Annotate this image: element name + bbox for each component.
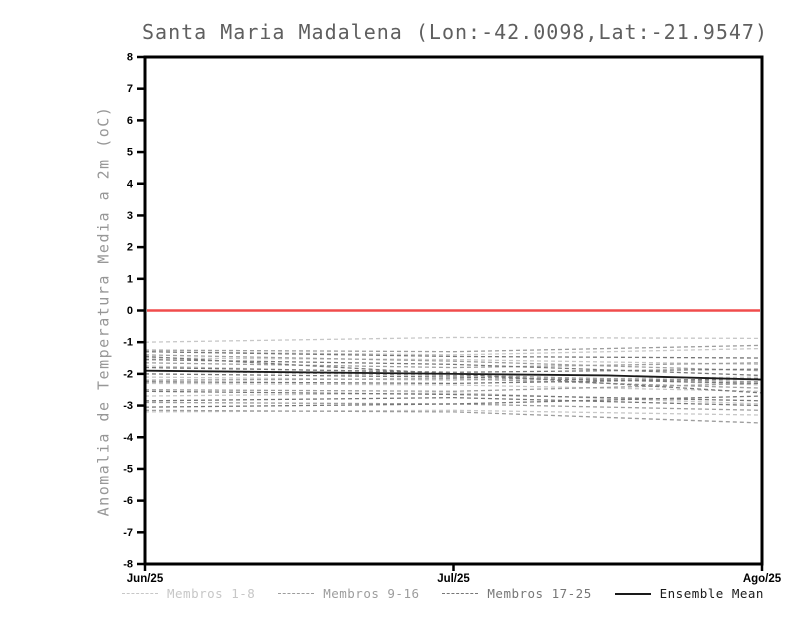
y-axis-tick-label: -4 <box>123 432 134 444</box>
x-axis-tick-label: Ago/25 <box>743 573 782 585</box>
y-axis-tick-label: 1 <box>127 273 133 285</box>
chart-legend: Membros 1-8 Membros 9-16 Membros 17-25 E… <box>122 586 764 601</box>
y-axis-tick-label: 2 <box>127 242 133 254</box>
ensemble-member-line <box>144 336 763 343</box>
y-axis-tick-label: 5 <box>127 147 133 159</box>
ensemble-member-line <box>144 382 763 392</box>
axes-frame <box>143 55 764 566</box>
ensemble-member-line <box>144 357 763 366</box>
ensemble-member-line <box>144 392 763 405</box>
ensemble-member-line <box>144 396 763 407</box>
y-axis-tick-label: -3 <box>123 400 133 412</box>
y-axis-tick-label: 0 <box>127 305 133 317</box>
y-axis-tick-label: 8 <box>127 52 133 64</box>
ensemble-mean-line-sample <box>614 592 651 595</box>
y-axis-tick-label: 6 <box>127 115 133 127</box>
y-axis-tick-label: -7 <box>123 527 133 539</box>
y-axis-tick-label: -6 <box>123 495 133 507</box>
ensemble-member-line <box>144 358 763 377</box>
membros-17-25-line-sample <box>442 593 479 594</box>
x-axis-tick-label: Jul/25 <box>437 573 470 585</box>
ensemble-member-line <box>144 351 763 359</box>
ensemble-member-line <box>144 382 763 392</box>
membros-9-16-line-sample <box>278 593 315 594</box>
ensemble-member-line <box>144 373 763 385</box>
y-axis-tick-label: 4 <box>127 178 134 190</box>
y-axis-tick-label: 3 <box>127 210 133 222</box>
legend-label: Membros 17-25 <box>487 586 592 601</box>
ensemble-member-line <box>144 395 763 408</box>
y-axis-tick-label: -2 <box>123 368 133 380</box>
ensemble-member-line <box>144 377 763 385</box>
y-axis-tick-label: -8 <box>123 559 133 571</box>
ensemble-member-line <box>144 366 763 373</box>
ensemble-member-line <box>144 347 763 356</box>
ensemble-member-line <box>144 344 763 353</box>
ensemble-member-line <box>144 354 763 372</box>
y-axis-tick-label: -5 <box>123 463 133 475</box>
chart-title: Santa Maria Madalena (Lon:-42.0098,Lat:-… <box>142 20 768 44</box>
legend-label: Ensemble Mean <box>659 586 764 601</box>
ensemble-member-line <box>144 376 763 381</box>
ensemble-mean-line <box>144 369 763 381</box>
ensemble-member-line <box>144 409 763 424</box>
legend-label: Membros 9-16 <box>323 586 420 601</box>
legend-item-membros-1-8: Membros 1-8 <box>122 586 255 601</box>
ensemble-member-line <box>144 362 763 369</box>
y-axis-tick-label: -1 <box>123 337 133 349</box>
x-axis-tick-label: Jun/25 <box>127 573 164 585</box>
ensemble-member-line <box>144 409 763 416</box>
ensemble-member-line <box>144 377 763 389</box>
legend-item-ensemble-mean: Ensemble Mean <box>614 586 764 601</box>
legend-label: Membros 1-8 <box>167 586 256 601</box>
legend-item-membros-9-16: Membros 9-16 <box>278 586 419 601</box>
y-axis-tick-label: 7 <box>127 83 133 95</box>
membros-1-8-line-sample <box>122 593 158 594</box>
legend-item-membros-17-25: Membros 17-25 <box>442 586 591 601</box>
